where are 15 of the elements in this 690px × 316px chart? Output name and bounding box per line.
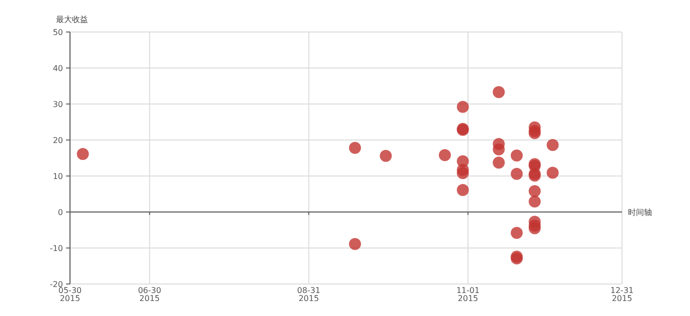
x-tick-label: 12-31 2015 bbox=[610, 286, 634, 303]
x-tick-label: 06-30 2015 bbox=[138, 286, 162, 303]
y-tick-label: 30 bbox=[52, 100, 63, 109]
y-tick-label: -20 bbox=[50, 280, 63, 289]
y-axis-title: 最大收益 bbox=[56, 15, 88, 24]
x-tick-label: 11-01 2015 bbox=[456, 286, 480, 303]
x-axis-title: 时间轴 bbox=[628, 208, 652, 217]
y-tick-label: 40 bbox=[52, 64, 63, 73]
y-tick-label: 20 bbox=[52, 136, 63, 145]
y-tick-label: 10 bbox=[52, 172, 63, 181]
x-tick-label: 08-31 2015 bbox=[297, 286, 320, 303]
y-tick-label: -10 bbox=[50, 244, 63, 253]
x-tick-label: 05-30 2015 bbox=[58, 286, 82, 303]
y-tick-label: 50 bbox=[52, 28, 63, 37]
y-tick-label: 0 bbox=[58, 208, 63, 217]
